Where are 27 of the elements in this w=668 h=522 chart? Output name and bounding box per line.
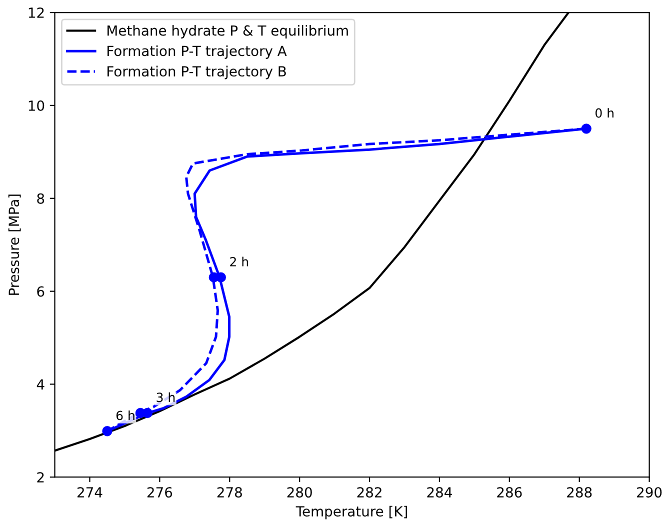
- legend-label: Formation P-T trajectory A: [108, 45, 287, 59]
- y-tick-label: 10: [28, 100, 44, 111]
- annotation: 3 h: [156, 392, 175, 402]
- point: [102, 426, 112, 436]
- x-tick-label: 282: [357, 487, 382, 498]
- legend-label: Methane hydrate P & T equilibrium: [108, 25, 348, 38]
- x-tick-label: 278: [217, 487, 242, 498]
- annotation: 6 h: [116, 410, 134, 420]
- y-tick-label: 8: [37, 193, 44, 204]
- y-tick-label: 4: [36, 379, 44, 390]
- x-tick-label: 288: [567, 487, 592, 498]
- x-tick-label: 284: [427, 487, 452, 498]
- x-axis-title: Temperature [K]: [296, 506, 408, 520]
- x-tick-label: 290: [637, 487, 662, 498]
- legend-label: Formation P-T trajectory B: [108, 66, 286, 80]
- point: [208, 272, 219, 282]
- annotation: 0 h: [596, 108, 614, 118]
- annotation: 2 h: [230, 256, 248, 266]
- y-tick-label: 2: [37, 472, 44, 482]
- y-tick-label: 12: [28, 7, 44, 18]
- x-tick-label: 280: [287, 487, 312, 498]
- x-tick-label: 276: [147, 487, 172, 498]
- y-axis-title: Pressure [MPa]: [8, 194, 21, 295]
- x-tick-label: 286: [497, 487, 522, 498]
- y-tick-label: 6: [37, 286, 44, 297]
- x-tick-label: 274: [78, 487, 102, 498]
- point: [581, 124, 592, 134]
